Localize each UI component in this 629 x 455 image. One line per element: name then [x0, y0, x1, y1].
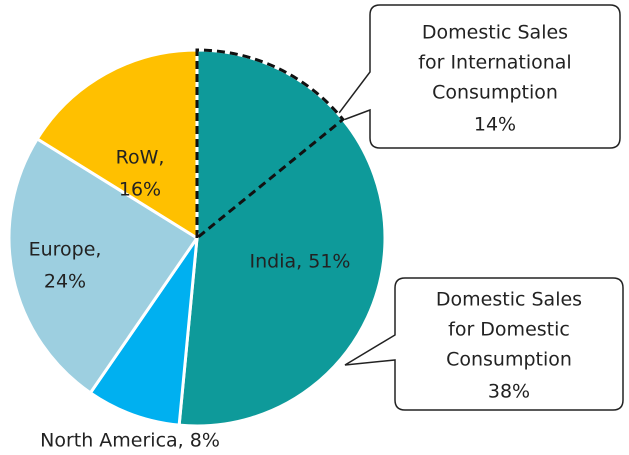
slice-label: India, 51% — [250, 251, 351, 273]
callout-box — [344, 277, 624, 411]
pie-slice — [7, 136, 200, 395]
sub-slice — [195, 48, 346, 242]
callout-value: 14% — [474, 114, 516, 136]
slice-label: 24% — [44, 271, 86, 293]
slice-label: Europe, — [29, 239, 102, 261]
pie-slice — [88, 232, 200, 427]
callout-box — [327, 4, 621, 149]
callout-value: 38% — [488, 381, 530, 403]
callout-text: for International — [418, 52, 571, 74]
slice-label: RoW, — [116, 147, 165, 169]
slice-label: North America, 8% — [40, 430, 220, 452]
callout-text: Domestic Sales — [436, 289, 582, 311]
slice-label: 16% — [119, 179, 161, 201]
callout-text: Domestic Sales — [422, 22, 568, 44]
callout-text: Consumption — [446, 349, 572, 371]
callout-text: Consumption — [432, 82, 558, 104]
pie-slice — [35, 48, 199, 241]
callout-text: for Domestic — [448, 319, 570, 341]
